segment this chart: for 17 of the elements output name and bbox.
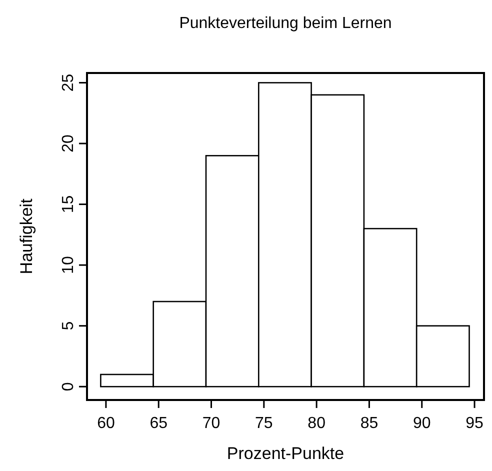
y-tick-label: 5 (60, 321, 77, 330)
x-tick-label: 85 (360, 415, 378, 432)
x-tick-label: 95 (466, 415, 484, 432)
x-axis-title: Prozent-Punkte (226, 444, 344, 463)
x-tick-label: 80 (308, 415, 326, 432)
x-tick-label: 90 (412, 415, 431, 432)
y-tick-label: 15 (60, 195, 77, 214)
y-axis-title: Haufigkeit (17, 198, 36, 274)
x-tick-label: 70 (202, 415, 220, 432)
y-tick-label: 25 (60, 74, 77, 92)
chart-title: Punkteverteilung beim Lernen (179, 15, 392, 32)
y-tick-label: 20 (60, 134, 77, 152)
x-tick-label: 75 (255, 415, 273, 432)
y-tick-label: 0 (60, 382, 77, 392)
x-tick-label: 60 (97, 415, 115, 432)
y-tick-label: 10 (60, 256, 77, 274)
x-tick-label: 65 (150, 415, 168, 432)
